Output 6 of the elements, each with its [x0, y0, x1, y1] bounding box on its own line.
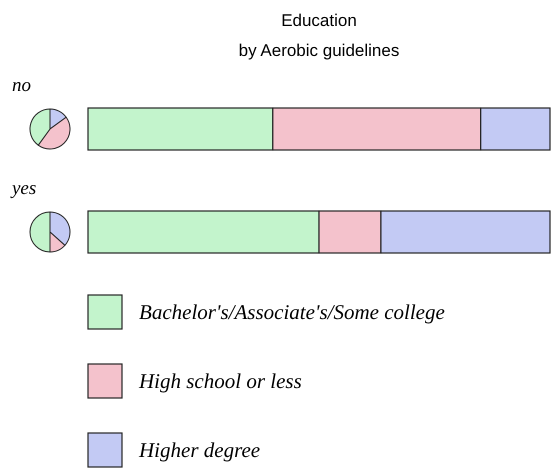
y-tick-label: yes — [10, 178, 36, 199]
legend-label: Bachelor's/Associate's/Some college — [139, 300, 445, 324]
legend-label: High school or less — [138, 369, 302, 393]
legend-label: Higher degree — [138, 438, 260, 462]
chart-title: Education by Aerobic guidelines — [238, 11, 400, 60]
y-tick-label: no — [12, 75, 31, 96]
